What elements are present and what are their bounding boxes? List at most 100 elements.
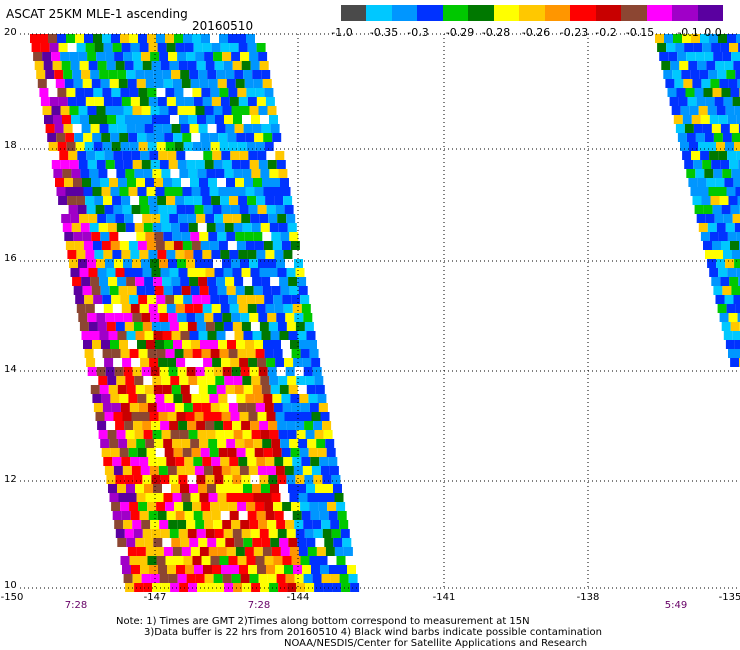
swath-cell bbox=[298, 439, 308, 448]
swath-cell bbox=[208, 232, 218, 241]
swath-cell bbox=[238, 250, 248, 259]
swath-cell bbox=[261, 385, 271, 394]
swath-cell bbox=[263, 133, 273, 142]
swath-cell bbox=[89, 169, 99, 178]
swath-cell bbox=[122, 412, 132, 421]
swath-cell bbox=[258, 313, 268, 322]
swath-cell bbox=[75, 142, 85, 151]
swath-cell bbox=[140, 565, 149, 574]
swath-cell bbox=[200, 241, 210, 250]
swath-cell bbox=[258, 520, 268, 529]
swath-cell bbox=[251, 223, 261, 232]
swath-cell bbox=[314, 376, 324, 385]
swath-cell bbox=[88, 214, 98, 223]
swath-cell bbox=[337, 511, 347, 520]
swath-cell bbox=[298, 493, 308, 502]
swath-cell bbox=[148, 457, 158, 466]
swath-cell bbox=[199, 286, 209, 295]
swath-cell bbox=[211, 196, 221, 205]
swath-cell bbox=[124, 421, 134, 430]
swath-cell bbox=[330, 520, 340, 529]
swath-cell bbox=[209, 394, 219, 403]
swath-cell bbox=[239, 151, 249, 160]
swath-cell bbox=[163, 547, 173, 556]
swath-cell bbox=[54, 70, 64, 79]
swath-cell bbox=[271, 286, 281, 295]
swath-cell bbox=[110, 187, 120, 196]
swath-cell bbox=[244, 493, 254, 502]
swath-cell bbox=[186, 313, 196, 322]
swath-cell bbox=[160, 322, 170, 331]
swath-cell bbox=[252, 538, 262, 547]
swath-cell bbox=[128, 448, 138, 457]
swath-cell bbox=[101, 133, 111, 142]
map-date: 20160510 bbox=[192, 19, 254, 33]
swath-cell bbox=[87, 259, 96, 268]
swath-cell bbox=[295, 421, 305, 430]
swath-cell bbox=[157, 196, 167, 205]
swath-cell bbox=[263, 187, 273, 196]
swath-cell bbox=[169, 268, 179, 277]
swath-cell bbox=[68, 205, 78, 214]
swath-cell bbox=[39, 88, 49, 97]
swath-cell bbox=[722, 52, 732, 61]
swath-cell bbox=[121, 43, 131, 52]
swath-cell bbox=[313, 529, 323, 538]
swath-cell bbox=[128, 241, 138, 250]
swath-cell bbox=[131, 205, 141, 214]
swath-cell bbox=[691, 34, 700, 43]
swath-cell bbox=[137, 241, 147, 250]
swath-cell bbox=[211, 304, 221, 313]
swath-cell bbox=[295, 475, 305, 484]
swath-cell bbox=[256, 511, 266, 520]
swath-cell bbox=[188, 115, 197, 124]
swath-cell bbox=[213, 520, 223, 529]
swath-cell bbox=[723, 250, 732, 259]
swath-cell bbox=[729, 277, 739, 286]
swath-cell bbox=[105, 106, 115, 115]
swath-cell bbox=[178, 322, 188, 331]
swath-cell bbox=[202, 304, 212, 313]
color-scale-labels: -1.0 -0.35 -0.3 -0.29 -0.28 -0.26 -0.23 -0.2 -0.… bbox=[0, 26, 740, 39]
swath-cell bbox=[276, 574, 286, 583]
swath-cell bbox=[53, 115, 62, 124]
swath-cell bbox=[85, 43, 95, 52]
swath-cell bbox=[240, 259, 249, 268]
swath-cell bbox=[192, 403, 202, 412]
swath-cell bbox=[222, 313, 232, 322]
swath-cell bbox=[208, 286, 218, 295]
swath-cell bbox=[702, 124, 712, 133]
swath-cell bbox=[308, 448, 318, 457]
swath-cell bbox=[323, 430, 333, 439]
swath-cell bbox=[350, 583, 360, 592]
swath-cell bbox=[705, 214, 715, 223]
swath-cell bbox=[135, 385, 145, 394]
swath-cell bbox=[196, 61, 206, 70]
swath-cell bbox=[193, 511, 203, 520]
swath-cell bbox=[697, 61, 707, 70]
swath-cell bbox=[714, 250, 723, 259]
swath-cell bbox=[127, 79, 137, 88]
swath-cell bbox=[191, 187, 201, 196]
swath-cell bbox=[192, 349, 202, 358]
swath-cell bbox=[124, 214, 134, 223]
swath-cell bbox=[97, 214, 107, 223]
swath-cell bbox=[322, 529, 332, 538]
swath-cell bbox=[237, 295, 247, 304]
swath-cell bbox=[268, 268, 278, 277]
swath-cell bbox=[288, 385, 298, 394]
swath-cell bbox=[684, 124, 694, 133]
swath-cell bbox=[178, 529, 188, 538]
swath-cell bbox=[267, 160, 277, 169]
swath-cell bbox=[234, 385, 244, 394]
swath-cell bbox=[702, 160, 712, 169]
swath-cell bbox=[320, 412, 330, 421]
swath-cell bbox=[236, 394, 246, 403]
swath-cell bbox=[160, 529, 170, 538]
swath-cell bbox=[190, 439, 200, 448]
color-scale-swatch bbox=[468, 5, 494, 21]
swath-cell bbox=[148, 511, 158, 520]
swath-cell bbox=[174, 502, 184, 511]
swath-cell bbox=[137, 448, 147, 457]
swath-cell bbox=[210, 349, 220, 358]
